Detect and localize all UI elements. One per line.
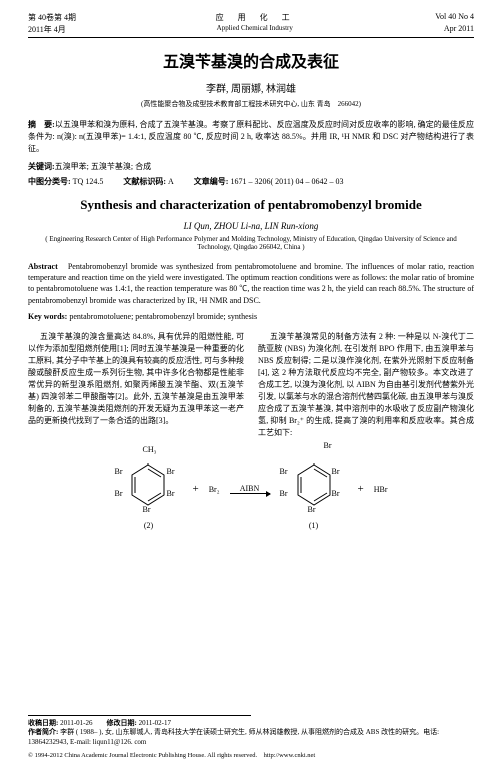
volume-cn: 第 40卷第 4期 <box>28 12 76 23</box>
compound-number-1: (1) <box>280 521 348 530</box>
body-columns: 五溴苄基溴的溴含量高达 84.8%, 具有优异的阻燃性能, 可以作为添加型阻燃剂… <box>28 331 474 439</box>
author-bio: 李群 ( 1988– ), 女, 山东聊城人, 青岛科技大学在读硕士研究生, 师… <box>28 728 439 746</box>
date-cn: 2011年 4月 <box>28 24 66 35</box>
reactant-1: CH₃ Br Br Br Br Br (2) <box>114 449 182 530</box>
footer: 收稿日期: 2011-01-26 修改日期: 2011-02-17 作者简介: … <box>28 715 474 760</box>
keywords-en-label: Key words: <box>28 312 67 321</box>
date-en: Apr 2011 <box>444 24 474 35</box>
body-paragraph-1: 五溴苄基溴的溴含量高达 84.8%, 具有优异的阻燃性能, 可以作为添加型阻燃剂… <box>28 331 244 427</box>
volume-en: Vol 40 No 4 <box>435 12 474 23</box>
doccode-value: A <box>168 177 174 186</box>
abstract-cn-text: 以五溴甲苯和溴为原料, 合成了五溴苄基溴。考察了原料配比、反应温度及反应时间对反… <box>28 120 474 153</box>
reaction-scheme: CH₃ Br Br Br Br Br (2) + Br₂ AIBN Br Br … <box>28 449 474 530</box>
doccode-label: 文献标识码: <box>123 177 166 186</box>
body-column-left: 五溴苄基溴的溴含量高达 84.8%, 具有优异的阻燃性能, 可以作为添加型阻燃剂… <box>28 331 244 439</box>
catalyst-label: AIBN <box>240 484 260 493</box>
affiliation-chinese: (高性能聚合物及成型技术教育部工程技术研究中心, 山东 青岛 266042) <box>28 99 474 109</box>
plus-sign: + <box>358 483 364 495</box>
title-chinese: 五溴苄基溴的合成及表征 <box>28 48 474 72</box>
clc-label: 中图分类号: <box>28 177 71 186</box>
keywords-cn-label: 关键词: <box>28 162 55 171</box>
header-top-row: 第 40卷第 4期 应 用 化 工 Vol 40 No 4 <box>28 12 474 23</box>
abstract-cn-label: 摘 要: <box>28 120 55 129</box>
title-english: Synthesis and characterization of pentab… <box>28 197 474 213</box>
keywords-en-text: pentabromotoluene; pentabromobenzyl brom… <box>69 312 257 321</box>
byproduct: HBr <box>374 485 388 494</box>
footer-rule <box>28 715 251 716</box>
compound-number-2: (2) <box>114 521 182 530</box>
body-column-right: 五溴苄基溴常见的制备方法有 2 种: 一种是以 N-溴代丁二酰亚胺 (NBS) … <box>258 331 474 439</box>
copyright-notice: © 1994-2012 China Academic Journal Elect… <box>28 751 474 760</box>
abstract-en-label: Abstract <box>28 262 58 271</box>
authors-chinese: 李群, 周丽娜, 林润雄 <box>28 80 474 95</box>
reactant-2: Br₂ <box>209 485 220 494</box>
reaction-arrow: AIBN <box>230 484 270 494</box>
journal-name-cn: 应 用 化 工 <box>216 12 296 23</box>
benzene-ring-icon <box>128 463 168 507</box>
affiliation-english: ( Engineering Research Center of High Pe… <box>28 235 474 251</box>
keywords-cn-text: 五溴甲苯; 五溴苄基溴; 合成 <box>55 162 151 171</box>
abstract-english: Abstract Pentabromobenzyl bromide was sy… <box>28 261 474 306</box>
articleid-value: 1671 – 3206( 2011) 04 – 0642 – 03 <box>230 177 343 186</box>
received-label: 收稿日期: <box>28 719 58 727</box>
author-bio-label: 作者简介: <box>28 728 58 736</box>
header-rule <box>28 37 474 38</box>
received-date: 2011-01-26 <box>60 719 92 727</box>
body-paragraph-2: 五溴苄基溴常见的制备方法有 2 种: 一种是以 N-溴代丁二酰亚胺 (NBS) … <box>258 331 474 439</box>
clc-value: TQ 124.5 <box>73 177 104 186</box>
abstract-en-text: Pentabromobenzyl bromide was synthesized… <box>28 262 474 305</box>
articleid-label: 文章编号: <box>194 177 229 186</box>
keywords-chinese: 关键词:五溴甲苯; 五溴苄基溴; 合成 <box>28 161 474 172</box>
product-1: Br Br Br Br Br Br (1) <box>280 449 348 530</box>
revised-label: 修改日期: <box>107 719 137 727</box>
plus-sign: + <box>192 483 198 495</box>
revised-date: 2011-02-17 <box>139 719 171 727</box>
header-bottom-row: 2011年 4月 Applied Chemical Industry Apr 2… <box>28 24 474 35</box>
abstract-chinese: 摘 要:以五溴甲苯和溴为原料, 合成了五溴苄基溴。考察了原料配比、反应温度及反应… <box>28 119 474 155</box>
journal-name-en: Applied Chemical Industry <box>217 24 293 35</box>
benzene-ring-icon <box>294 463 334 507</box>
keywords-english: Key words: pentabromotoluene; pentabromo… <box>28 312 474 321</box>
classification-row: 中图分类号: TQ 124.5 文献标识码: A 文章编号: 1671 – 32… <box>28 176 474 187</box>
authors-english: LI Qun, ZHOU Li-na, LIN Run-xiong <box>28 221 474 231</box>
